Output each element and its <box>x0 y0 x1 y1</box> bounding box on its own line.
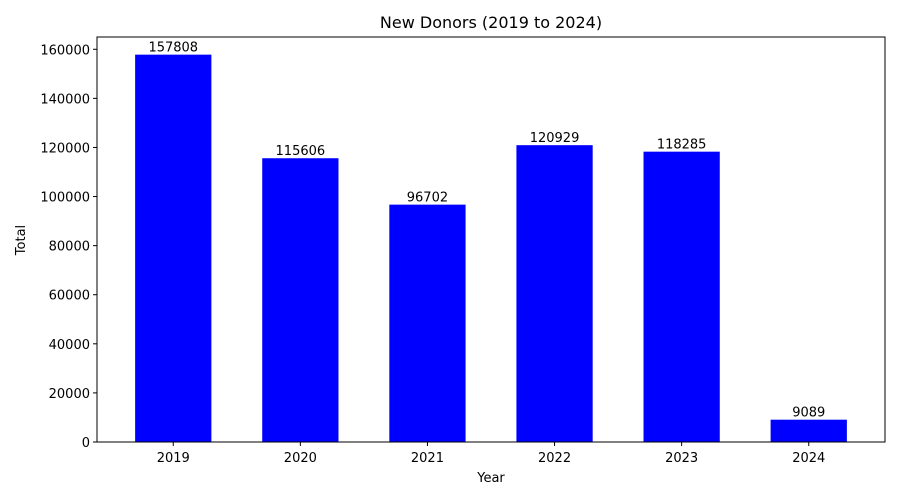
x-axis-label: Year <box>476 471 505 486</box>
data-label-2022: 120929 <box>530 131 580 146</box>
y-tick-label-60000: 60000 <box>49 289 90 304</box>
y-tick-label-160000: 160000 <box>40 43 90 58</box>
y-tick-label-120000: 120000 <box>40 141 90 156</box>
x-tick-label-2021: 2021 <box>411 451 444 466</box>
data-label-2019: 157808 <box>148 41 198 56</box>
y-axis-label: Total <box>14 225 29 256</box>
x-tick-label-2019: 2019 <box>157 451 190 466</box>
y-tick-label-0: 0 <box>82 436 90 451</box>
bar-2024 <box>770 419 847 442</box>
y-tick-label-140000: 140000 <box>40 92 90 107</box>
x-tick-label-2022: 2022 <box>538 451 571 466</box>
plot-frame <box>96 36 886 443</box>
bar-2022 <box>516 145 593 443</box>
plot-area: 157808 115606 96702 120929 118285 9089 2019 202… <box>40 36 886 466</box>
chart-title: New Donors (2019 to 2024) <box>380 13 602 32</box>
x-tick-label-2020: 2020 <box>284 451 317 466</box>
bar-2021 <box>389 204 466 442</box>
data-label-2024: 9089 <box>792 406 825 421</box>
x-tick-label-2023: 2023 <box>665 451 698 466</box>
y-tick-label-100000: 100000 <box>40 191 90 206</box>
y-tick-label-40000: 40000 <box>49 338 90 353</box>
data-label-2021: 96702 <box>407 191 448 206</box>
bar-2020 <box>262 158 339 443</box>
y-tick-label-80000: 80000 <box>49 240 90 255</box>
data-label-2020: 115606 <box>276 144 326 159</box>
bar-2023 <box>643 151 720 442</box>
x-tick-label-2024: 2024 <box>792 451 825 466</box>
data-label-2023: 118285 <box>657 138 707 153</box>
bar-2019 <box>135 54 212 443</box>
y-tick-label-20000: 20000 <box>49 387 90 402</box>
